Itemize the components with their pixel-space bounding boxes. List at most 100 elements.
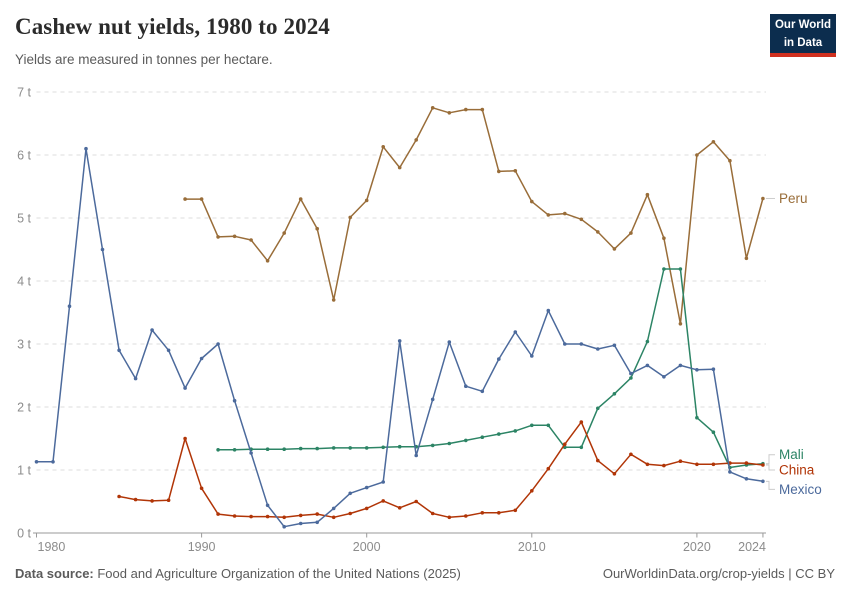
data-point-peru-2002[interactable]	[397, 165, 402, 170]
data-point-mexico-1985[interactable]	[117, 348, 121, 353]
data-point-mexico-1995[interactable]	[282, 524, 287, 529]
data-point-mexico-2016[interactable]	[629, 371, 633, 376]
data-point-china-1993[interactable]	[249, 514, 253, 519]
data-point-mali-2016[interactable]	[629, 376, 633, 380]
data-point-mali-2005[interactable]	[447, 441, 452, 446]
data-point-mexico-1987[interactable]	[150, 328, 154, 332]
data-point-mali-1992[interactable]	[232, 448, 237, 452]
data-point-mali-2013[interactable]	[579, 445, 584, 450]
data-point-mali-2020[interactable]	[695, 415, 699, 420]
data-point-mexico-2022[interactable]	[728, 470, 732, 474]
series-label-peru[interactable]: Peru	[779, 191, 808, 206]
data-point-mali-2007[interactable]	[480, 435, 485, 440]
data-point-china-2023[interactable]	[744, 461, 749, 465]
data-point-peru-2003[interactable]	[414, 138, 419, 142]
data-point-peru-2014[interactable]	[596, 230, 600, 234]
data-point-china-1998[interactable]	[331, 515, 336, 520]
data-point-china-2013[interactable]	[579, 420, 584, 424]
data-point-china-1989[interactable]	[183, 436, 187, 441]
data-point-mexico-1992[interactable]	[232, 398, 237, 403]
data-point-mexico-1994[interactable]	[265, 503, 270, 508]
data-point-peru-2000[interactable]	[364, 198, 369, 203]
data-point-mexico-1989[interactable]	[183, 386, 187, 390]
data-point-peru-2004[interactable]	[430, 106, 435, 110]
data-point-china-2006[interactable]	[464, 514, 468, 518]
data-point-mexico-2015[interactable]	[612, 343, 617, 348]
data-point-peru-2012[interactable]	[563, 211, 567, 216]
data-point-mexico-2003[interactable]	[414, 453, 419, 458]
data-point-china-2012[interactable]	[563, 442, 567, 447]
data-point-mexico-2004[interactable]	[430, 397, 435, 402]
data-point-china-2021[interactable]	[711, 462, 716, 467]
data-point-mexico-2000[interactable]	[364, 485, 369, 490]
series-label-mali[interactable]: Mali	[779, 447, 804, 462]
data-point-mexico-1996[interactable]	[298, 521, 303, 526]
data-point-mali-1997[interactable]	[315, 446, 320, 451]
series-label-mexico[interactable]: Mexico	[779, 482, 822, 497]
data-point-mexico-2009[interactable]	[513, 330, 518, 334]
data-point-peru-2019[interactable]	[678, 322, 683, 326]
data-point-peru-1999[interactable]	[348, 215, 353, 220]
series-china[interactable]: China	[117, 420, 815, 520]
data-point-peru-2018[interactable]	[662, 236, 666, 240]
data-point-mexico-2014[interactable]	[596, 347, 600, 351]
series-line-mali[interactable]	[217, 268, 764, 469]
data-point-mexico-2006[interactable]	[464, 384, 468, 389]
data-point-mexico-2001[interactable]	[381, 480, 386, 484]
data-point-mali-2002[interactable]	[397, 444, 402, 449]
data-point-mali-2015[interactable]	[612, 392, 617, 396]
data-point-peru-1994[interactable]	[265, 259, 270, 263]
data-point-peru-2023[interactable]	[744, 256, 749, 261]
data-point-mali-1991[interactable]	[216, 448, 220, 452]
data-point-mali-1995[interactable]	[282, 447, 287, 452]
data-point-peru-1997[interactable]	[315, 226, 320, 231]
data-point-mexico-2002[interactable]	[397, 339, 402, 343]
data-point-peru-2021[interactable]	[711, 140, 716, 144]
data-point-mexico-1988[interactable]	[166, 348, 171, 353]
data-point-china-1997[interactable]	[315, 512, 320, 516]
data-point-china-2019[interactable]	[678, 459, 683, 464]
data-point-china-2010[interactable]	[530, 489, 534, 493]
data-point-mexico-1990[interactable]	[199, 356, 204, 361]
data-point-china-2000[interactable]	[364, 506, 369, 511]
data-point-mali-2019[interactable]	[678, 267, 683, 271]
data-point-mexico-1991[interactable]	[216, 342, 220, 346]
data-point-china-1986[interactable]	[133, 497, 138, 502]
data-point-china-2017[interactable]	[645, 462, 650, 467]
data-point-china-2008[interactable]	[497, 511, 501, 515]
data-point-mali-2004[interactable]	[430, 443, 435, 448]
data-point-china-2007[interactable]	[480, 511, 485, 515]
data-point-china-2024[interactable]	[761, 463, 765, 467]
data-point-china-2018[interactable]	[662, 463, 666, 468]
data-point-peru-1995[interactable]	[282, 231, 287, 235]
owid-logo[interactable]: Our World in Data	[770, 14, 836, 57]
data-point-mexico-1998[interactable]	[331, 506, 336, 511]
data-point-peru-1992[interactable]	[232, 234, 237, 239]
data-point-china-2020[interactable]	[695, 462, 699, 467]
data-point-mexico-2021[interactable]	[711, 367, 716, 372]
series-mali[interactable]: Mali	[216, 267, 804, 470]
data-point-peru-2009[interactable]	[513, 169, 518, 173]
data-point-peru-2024[interactable]	[761, 196, 765, 201]
data-point-mexico-2011[interactable]	[546, 308, 551, 313]
data-point-mali-2006[interactable]	[464, 438, 468, 443]
series-mexico[interactable]: Mexico	[34, 146, 822, 529]
data-point-mali-2014[interactable]	[596, 406, 600, 411]
data-point-mexico-1997[interactable]	[315, 520, 320, 525]
data-point-china-2004[interactable]	[430, 511, 435, 516]
data-point-peru-2010[interactable]	[530, 199, 534, 204]
data-point-peru-2015[interactable]	[612, 247, 617, 251]
data-point-mali-2001[interactable]	[381, 445, 386, 450]
data-point-china-2014[interactable]	[596, 458, 600, 463]
data-point-mexico-2005[interactable]	[447, 340, 452, 344]
data-point-mexico-1983[interactable]	[84, 146, 88, 151]
data-point-peru-1998[interactable]	[331, 298, 336, 302]
data-point-peru-2008[interactable]	[497, 169, 501, 174]
data-point-peru-2020[interactable]	[695, 153, 699, 157]
data-point-china-2011[interactable]	[546, 466, 551, 471]
data-point-mali-2011[interactable]	[546, 423, 551, 428]
data-point-mexico-2023[interactable]	[744, 477, 749, 481]
data-point-china-1987[interactable]	[150, 499, 154, 503]
data-point-china-2003[interactable]	[414, 499, 419, 504]
